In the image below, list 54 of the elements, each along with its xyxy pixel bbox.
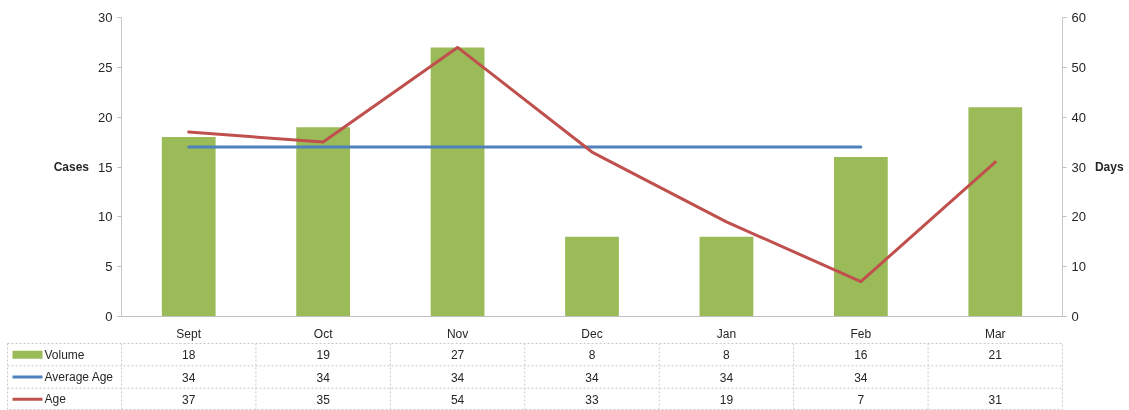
- y2-tick-label: 0: [1071, 309, 1079, 324]
- bar: [296, 127, 351, 317]
- x-tick-label: Oct: [313, 326, 334, 341]
- data-label: 34: [719, 370, 734, 385]
- y2-tick-label: 10: [1071, 259, 1086, 275]
- y-tick-label: 5: [105, 259, 113, 275]
- x-tick-label: Sept: [176, 326, 202, 341]
- x-tick-label: Nov: [446, 326, 469, 341]
- legend-label: Age: [44, 392, 67, 407]
- y2-tick-label: 50: [1071, 59, 1086, 75]
- y2-axis-title: Days: [1094, 160, 1124, 174]
- line-series: [187, 45, 997, 284]
- data-label: 33: [585, 392, 599, 407]
- data-label: 54: [450, 392, 465, 407]
- data-label: 21: [988, 348, 1003, 363]
- y-tick-label: 10: [98, 209, 113, 225]
- legend-label: Average Age: [44, 370, 114, 384]
- bar: [430, 47, 485, 317]
- y-axis-title: Cases: [53, 160, 90, 174]
- y2-tick-label: 20: [1071, 209, 1086, 225]
- data-label: 16: [854, 348, 868, 363]
- x-tick-label: Jan: [716, 326, 737, 341]
- x-tick-label: Mar: [984, 326, 1006, 341]
- data-label: 34: [450, 370, 465, 385]
- y-tick-label: 15: [98, 159, 113, 175]
- data-label: 7: [857, 392, 865, 407]
- x-tick-label: Dec: [581, 326, 603, 341]
- y-tick-label: 30: [98, 10, 113, 25]
- data-label: 34: [585, 370, 599, 385]
- y2-tick-label: 60: [1071, 10, 1086, 25]
- x-tick-label: Feb: [850, 326, 872, 341]
- bar: [968, 107, 1023, 317]
- y-tick-label: 0: [105, 309, 113, 324]
- data-label: 34: [316, 370, 331, 385]
- bar: [833, 157, 888, 317]
- data-label: 35: [316, 392, 331, 407]
- y-tick-label: 25: [98, 59, 113, 75]
- bar: [565, 236, 619, 317]
- data-label: 31: [988, 392, 1003, 407]
- data-label: 34: [182, 370, 196, 385]
- data-label: 18: [182, 348, 196, 363]
- bar: [161, 137, 216, 317]
- y-tick-label: 20: [98, 109, 113, 125]
- data-label: 8: [588, 348, 596, 363]
- legend-label: Volume: [44, 347, 85, 362]
- y2-tick-label: 40: [1071, 109, 1086, 125]
- data-label: 37: [182, 392, 196, 407]
- data-label: 8: [723, 348, 731, 363]
- data-label: 19: [316, 348, 331, 363]
- data-label: 34: [854, 370, 868, 385]
- y2-tick-label: 30: [1071, 159, 1086, 175]
- data-label: 19: [719, 392, 734, 407]
- bar: [699, 236, 754, 317]
- data-label: 27: [450, 348, 465, 363]
